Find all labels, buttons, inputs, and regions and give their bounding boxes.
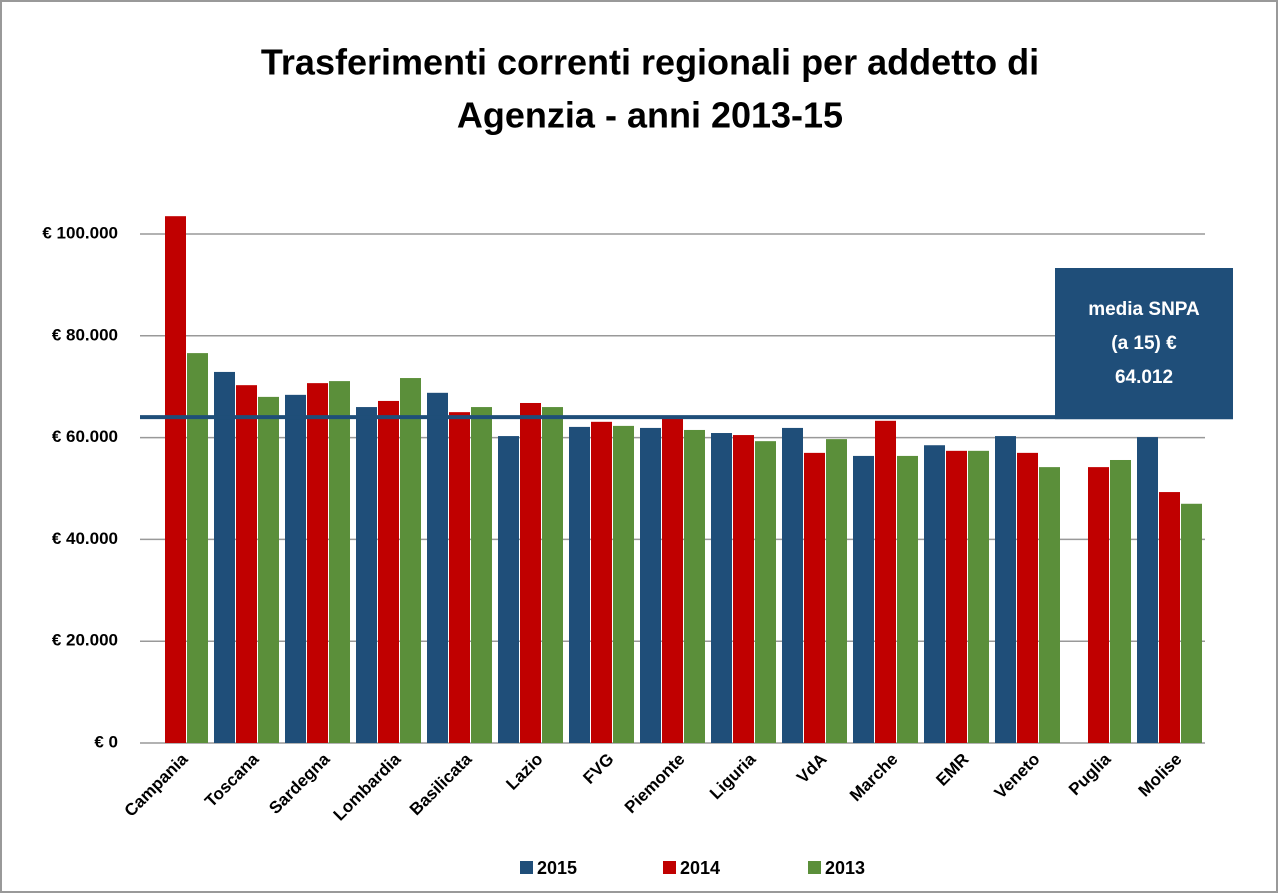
bar — [684, 429, 705, 743]
legend-swatch — [520, 861, 533, 874]
annotation-text: (a 15) € — [1111, 333, 1177, 354]
bar — [782, 427, 803, 743]
bar — [285, 394, 306, 743]
bar — [662, 417, 683, 743]
chart-title: Agenzia - anni 2013-15 — [457, 95, 843, 136]
y-tick-label: € 20.000 — [52, 631, 118, 650]
bar — [258, 396, 279, 743]
bar — [214, 371, 235, 743]
bar — [307, 383, 328, 743]
bar — [995, 436, 1016, 743]
bar — [329, 381, 350, 743]
bar — [165, 216, 186, 743]
legend-label: 2015 — [537, 858, 577, 878]
bar — [1181, 503, 1202, 743]
bar — [449, 412, 470, 743]
bar — [1017, 452, 1038, 743]
bar — [498, 436, 519, 743]
y-tick-label: € 100.000 — [42, 223, 118, 242]
bar — [236, 385, 257, 743]
bar — [853, 455, 874, 743]
bar — [711, 433, 732, 743]
bar — [755, 441, 776, 743]
bar — [427, 392, 448, 743]
bar — [875, 420, 896, 743]
bar — [1110, 459, 1131, 743]
annotation-box — [1055, 268, 1233, 420]
bar — [542, 407, 563, 743]
bar — [613, 425, 634, 743]
bar — [826, 439, 847, 743]
y-tick-label: € 0 — [94, 732, 118, 751]
bar — [187, 353, 208, 743]
y-tick-label: € 80.000 — [52, 325, 118, 344]
bar — [1088, 467, 1109, 743]
annotation-text: media SNPA — [1088, 299, 1200, 320]
bar — [1137, 437, 1158, 743]
legend-swatch — [663, 861, 676, 874]
legend-label: 2013 — [825, 858, 865, 878]
bar — [569, 426, 590, 743]
annotation-text: 64.012 — [1115, 367, 1173, 388]
bar — [946, 450, 967, 743]
bar — [591, 421, 612, 743]
bar — [804, 452, 825, 743]
bar — [520, 402, 541, 743]
bar — [640, 427, 661, 743]
legend-swatch — [808, 861, 821, 874]
bar — [733, 435, 754, 743]
bar — [897, 455, 918, 743]
y-tick-label: € 60.000 — [52, 427, 118, 446]
chart-title: Trasferimenti correnti regionali per add… — [261, 42, 1039, 83]
bar — [471, 407, 492, 743]
bar — [1159, 492, 1180, 743]
bar — [400, 378, 421, 743]
bar — [378, 400, 399, 743]
legend-label: 2014 — [680, 858, 720, 878]
bar — [356, 407, 377, 743]
bar — [968, 450, 989, 743]
bar — [924, 445, 945, 743]
bar — [1039, 467, 1060, 743]
y-tick-label: € 40.000 — [52, 529, 118, 548]
